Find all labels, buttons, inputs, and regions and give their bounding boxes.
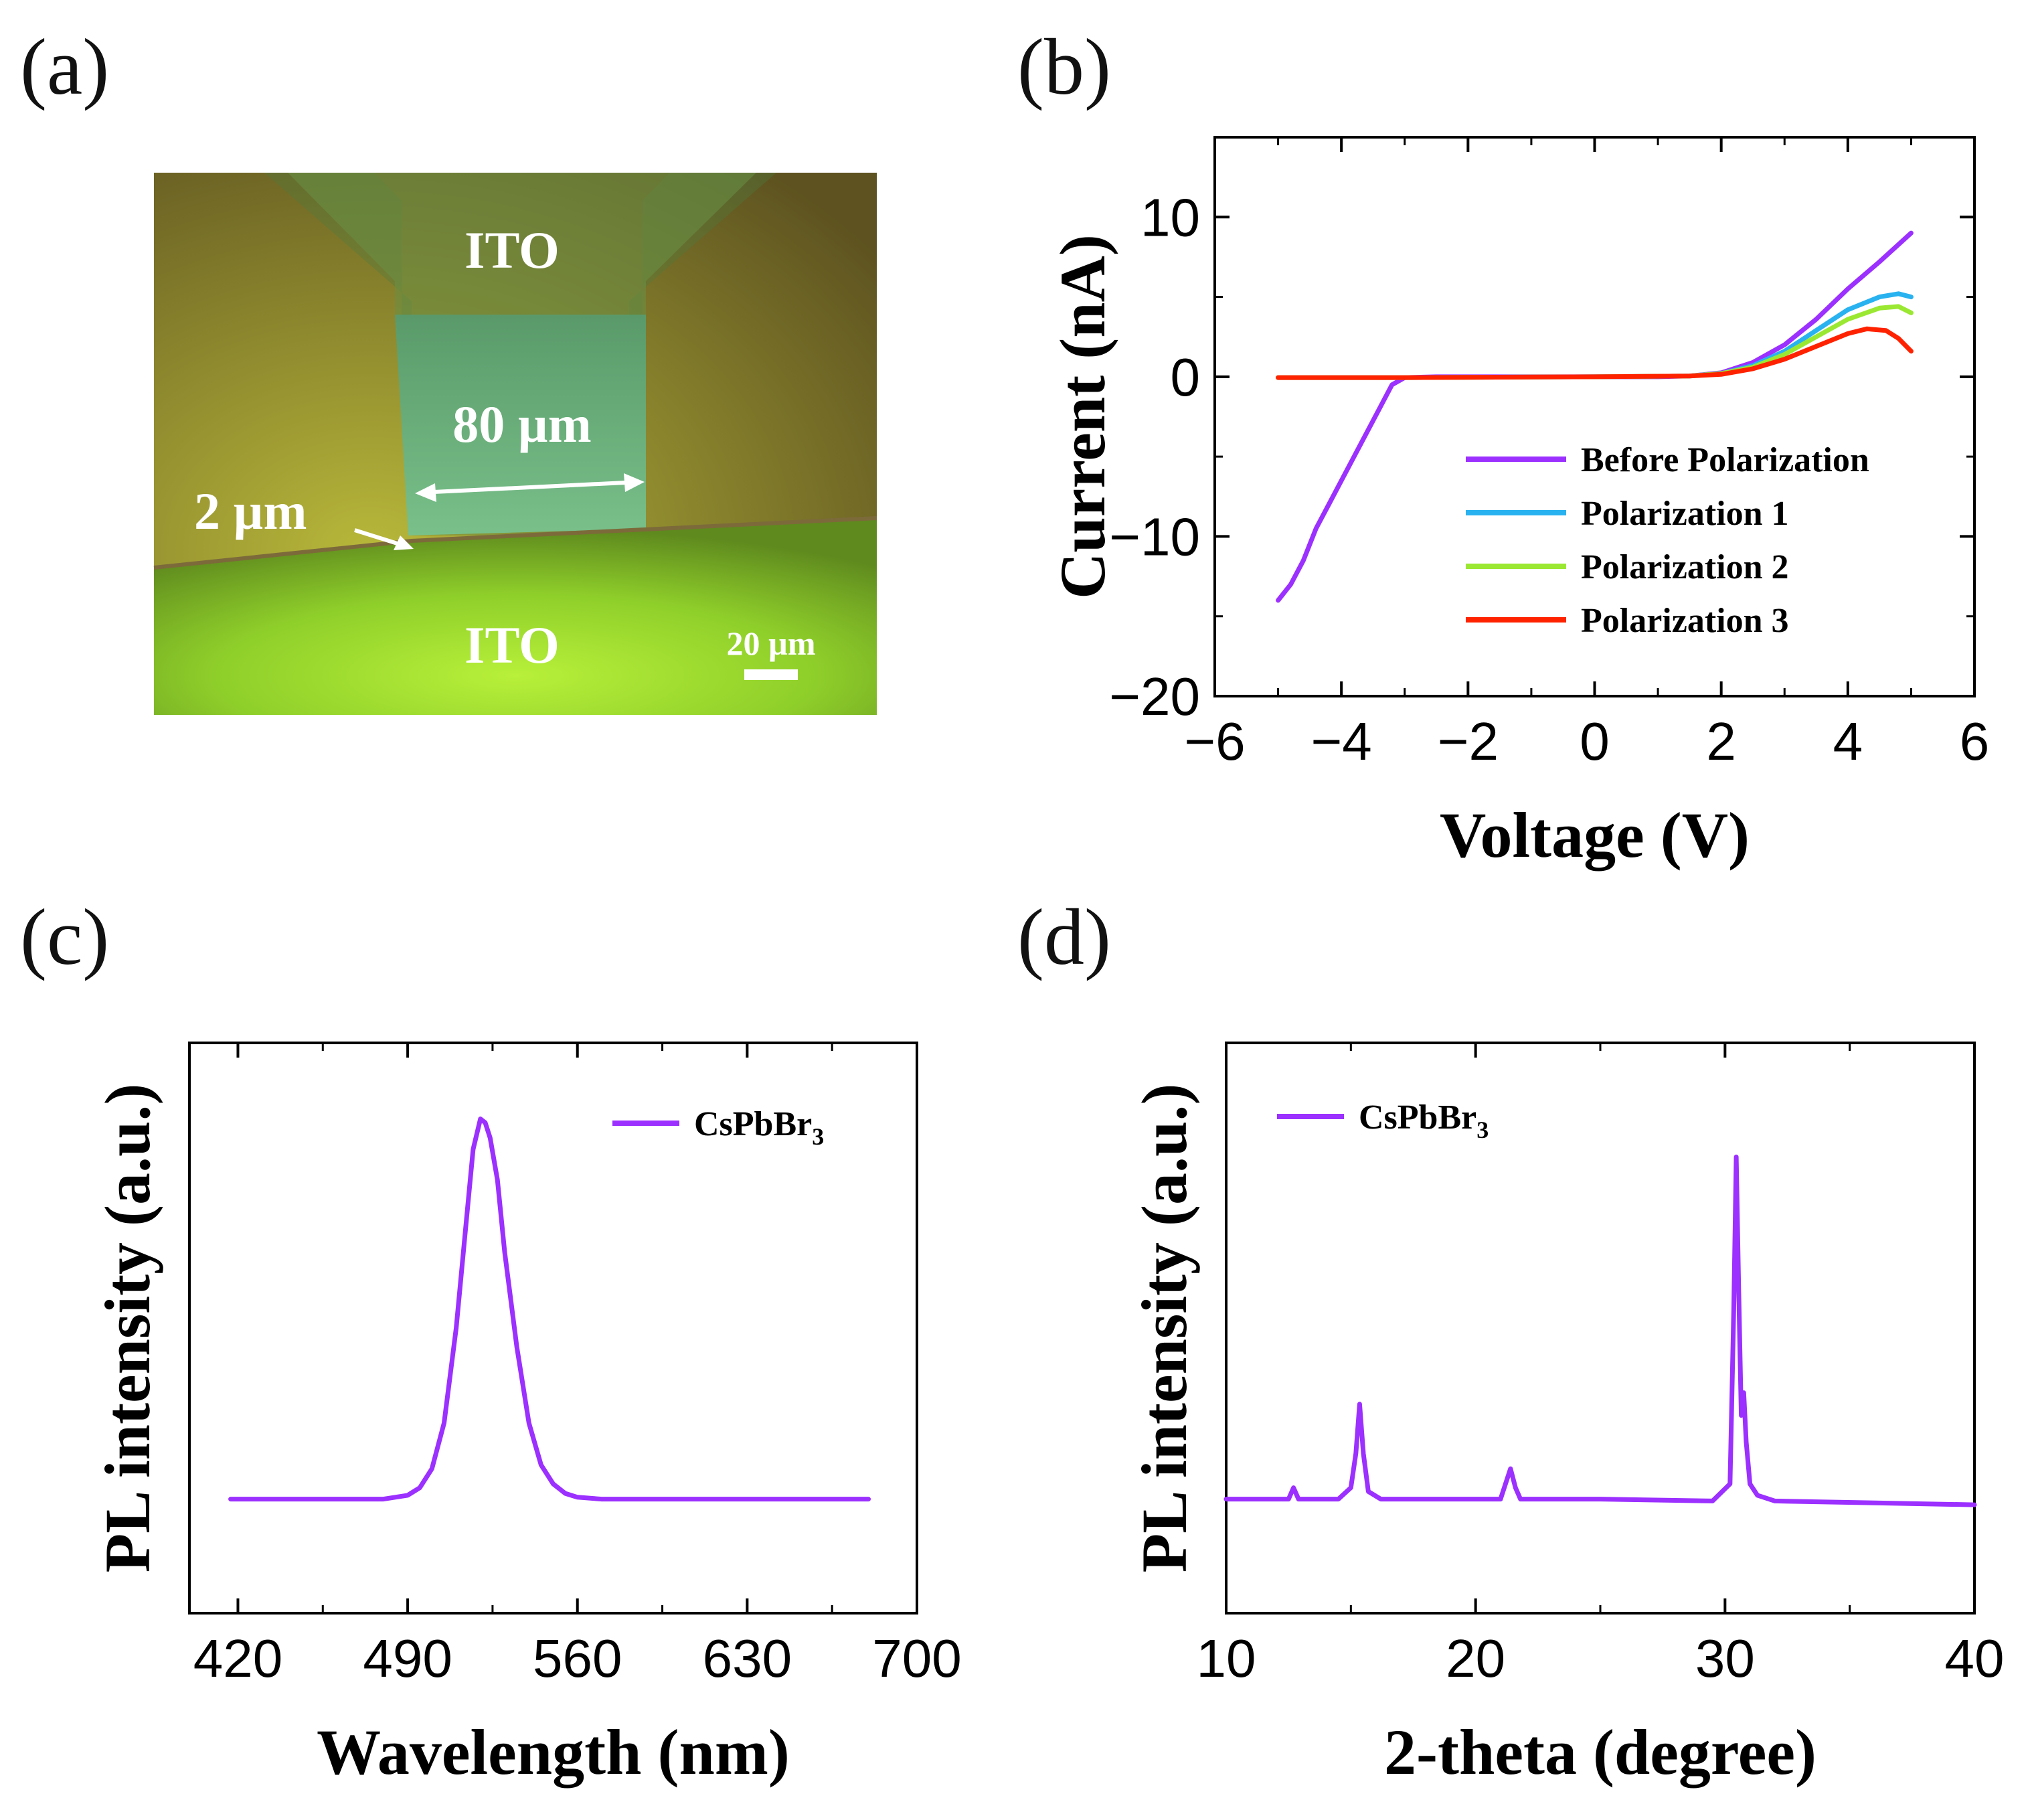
- legend-label: Polarization 1: [1581, 495, 1789, 533]
- series-line: [1276, 230, 1914, 603]
- chart-xrd-pattern: 10 20 30 40 2-theta (degree) PL intensity (a.…: [1128, 1042, 2005, 1788]
- x-axis-label: Wavelength (nm): [317, 1716, 790, 1788]
- x-tick-label: 2: [1706, 712, 1736, 771]
- x-axis-label: Voltage (V): [1440, 799, 1750, 871]
- x-tick-label: 40: [1945, 1629, 2005, 1688]
- legend-label: CsPbBr3: [1359, 1098, 1489, 1143]
- legend-label: CsPbBr3: [694, 1105, 824, 1150]
- panel-letter-c: (c): [20, 892, 109, 981]
- chart-pl-spectrum: 420 490 560 630 700 Wavelength (nm) PL intensi…: [92, 1042, 962, 1788]
- panel-letter-a: (a): [20, 22, 109, 111]
- x-tick-label: 490: [363, 1629, 452, 1688]
- y-tick-label: 0: [1171, 347, 1201, 407]
- x-tick-label: −4: [1311, 712, 1372, 771]
- micrograph-image: [153, 173, 877, 715]
- x-tick-label: 6: [1960, 712, 1990, 771]
- y-tick-label: −10: [1109, 507, 1200, 566]
- gap-label: 2 µm: [194, 482, 307, 540]
- x-tick-label: 4: [1833, 712, 1863, 771]
- gap-arrow: [354, 528, 414, 550]
- y-tick-label: −20: [1109, 667, 1200, 726]
- x-tick-label: 700: [872, 1629, 961, 1688]
- scale-bar: [744, 669, 798, 680]
- channel-width-arrow: [415, 473, 645, 502]
- ito-top-label: ITO: [464, 221, 560, 279]
- y-axis-label: Current (nA): [1047, 234, 1118, 599]
- y-tick-label: 10: [1140, 187, 1200, 247]
- panel-letter-b: (b): [1017, 22, 1111, 111]
- series-line: [1223, 1154, 1977, 1507]
- x-tick-label: 10: [1197, 1629, 1256, 1688]
- series-line: [228, 1116, 871, 1502]
- x-axis-label: 2-theta (degree): [1384, 1716, 1816, 1788]
- y-axis-label: PL intensity (a.u.): [1128, 1084, 1200, 1573]
- x-tick-label: −2: [1438, 712, 1499, 771]
- x-tick-label: 560: [533, 1629, 622, 1688]
- scale-bar-label: 20 µm: [727, 625, 816, 662]
- plot-frame: [188, 1042, 918, 1615]
- ito-bottom-label: ITO: [464, 616, 560, 674]
- plot-frame: [1225, 1042, 1976, 1615]
- panel-letter-d: (d): [1017, 892, 1111, 981]
- x-tick-label: 420: [193, 1629, 282, 1688]
- y-axis-label: PL intensity (a.u.): [92, 1084, 163, 1573]
- x-tick-label: 30: [1695, 1629, 1755, 1688]
- x-tick-label: 20: [1446, 1629, 1505, 1688]
- legend-label: Before Polarization: [1581, 441, 1869, 479]
- legend-label: Polarization 2: [1581, 548, 1789, 586]
- x-tick-label: 0: [1580, 712, 1610, 771]
- x-tick-label: −6: [1184, 712, 1245, 771]
- x-tick-label: 630: [703, 1629, 792, 1688]
- series-line: [1276, 326, 1914, 380]
- legend-label: Polarization 3: [1581, 602, 1789, 640]
- channel-width-label: 80 µm: [452, 395, 591, 453]
